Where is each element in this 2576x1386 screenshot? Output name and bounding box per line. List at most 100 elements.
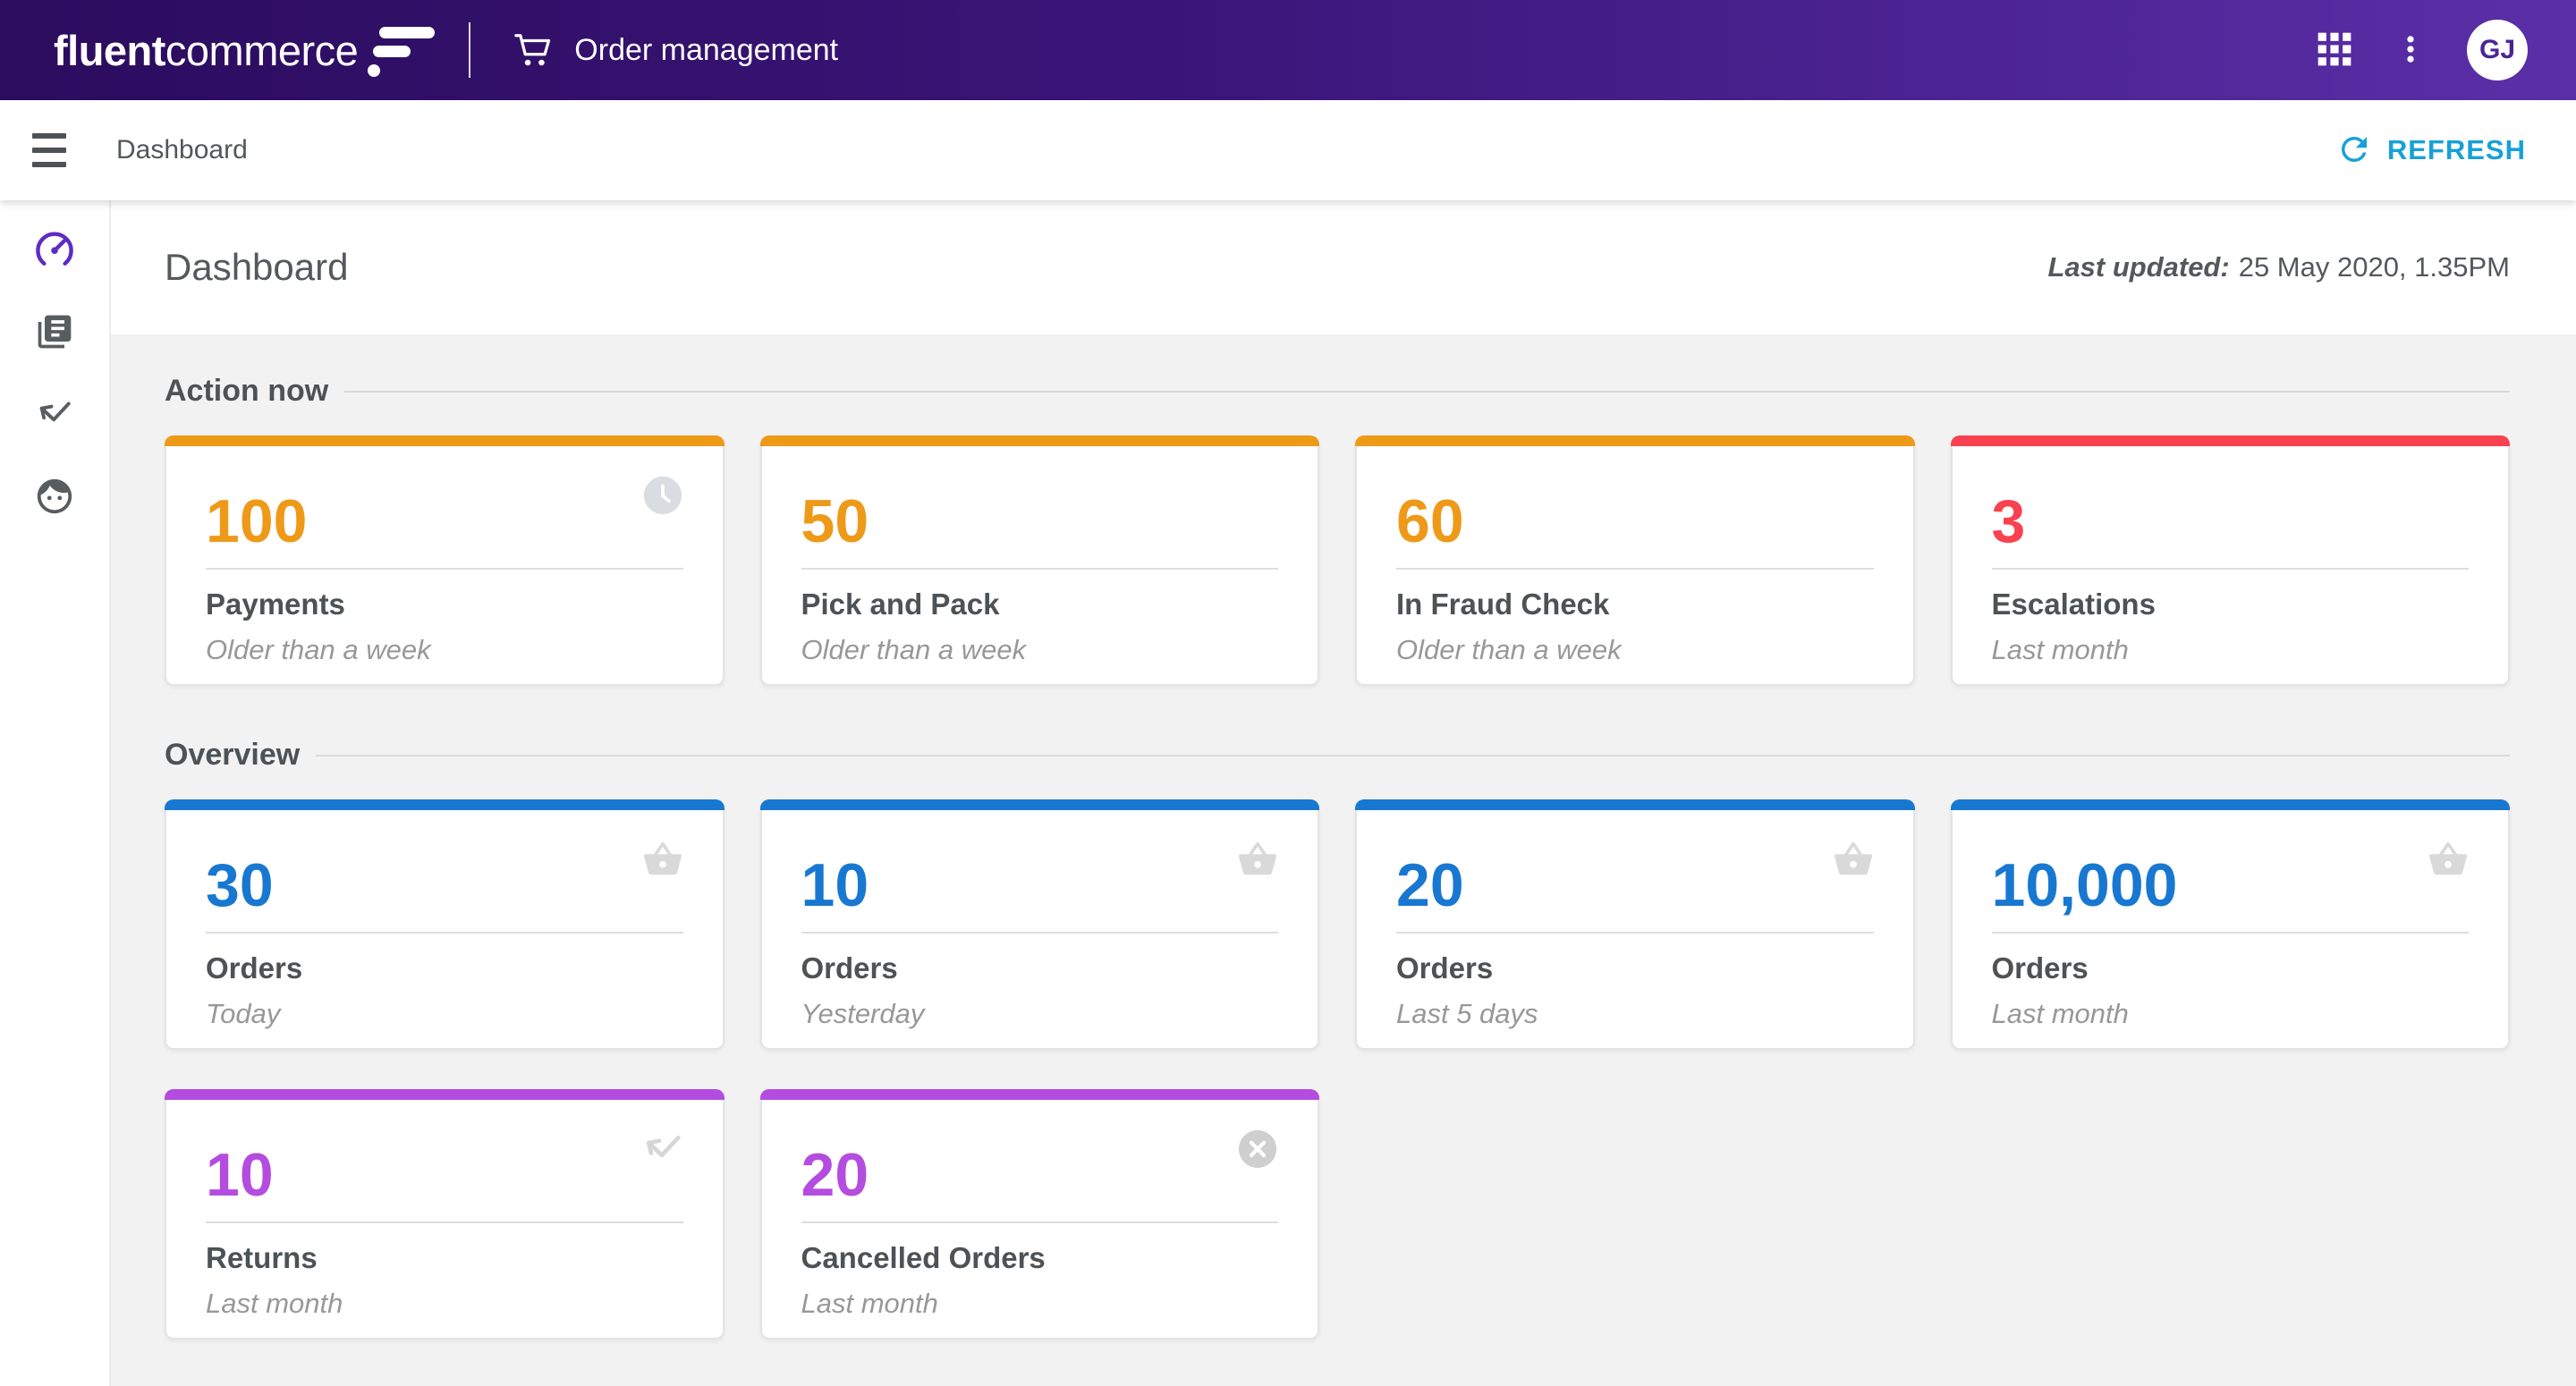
page-title: Dashboard [165,246,349,288]
app-switcher[interactable]: Order management [513,30,838,71]
clock-icon [642,475,683,516]
hamburger-menu-button[interactable] [23,131,75,170]
card-label: Escalations [1991,587,2156,621]
card-divider [1396,568,1874,570]
card-label: Returns [206,1241,318,1274]
section-rule [316,754,2510,756]
library-icon [35,312,74,354]
section-overview: Overview 30 Orders Today [165,738,2510,1340]
brand-bold: fluent [54,26,165,74]
card-accent-bar [165,799,724,810]
card-accent-bar [1950,435,2510,446]
apps-grid-icon [2315,30,2354,72]
card-value: 20 [1396,851,1464,919]
card-divider [801,568,1278,570]
card-label: Pick and Pack [801,587,1000,621]
card-value: 10 [801,851,869,919]
card-value: 20 [801,1141,869,1209]
card-accent-bar [759,435,1319,446]
card-sublabel: Today [206,998,281,1029]
card-label: Orders [1396,951,1494,985]
dashboard-content: Action now 100 Payments Older than a wee… [111,334,2576,1386]
basket-icon [642,839,683,880]
basket-icon [1833,839,1874,880]
card-value: 60 [1396,487,1464,555]
metric-card-returns[interactable]: 10 Returns Last month [165,1089,724,1340]
card-label: Cancelled Orders [801,1241,1046,1274]
metric-card-payments[interactable]: 100 Payments Older than a week [165,435,724,686]
card-accent-bar [1355,435,1915,446]
section-title: Overview [165,738,301,772]
card-accent-bar [759,799,1319,810]
metric-card-cancelled-orders[interactable]: 20 Cancelled Orders Last month [759,1089,1319,1340]
sidebar-item-customers[interactable] [28,474,81,520]
card-sublabel: Older than a week [801,634,1027,665]
metric-card-orders-today[interactable]: 30 Orders Today [165,799,724,1050]
card-value: 3 [1991,487,2026,555]
metric-card-orders-last-5-days[interactable]: 20 Orders Last 5 days [1355,799,1915,1050]
cart-icon [513,30,555,71]
sidebar-item-returns[interactable] [28,392,81,438]
card-divider [206,932,683,934]
appbar-title: Dashboard [116,135,248,165]
brand-light: commerce [165,26,359,74]
return-check-icon [642,1128,683,1170]
card-sublabel: Last month [1991,634,2129,665]
metric-card-pick-and-pack[interactable]: 50 Pick and Pack Older than a week [759,435,1319,686]
card-value: 30 [206,851,274,919]
refresh-button[interactable]: REFRESH [2335,131,2526,171]
card-label: Orders [1991,951,2089,985]
card-accent-bar [1355,799,1915,810]
card-value: 50 [801,487,869,555]
card-divider [801,932,1278,934]
card-sublabel: Last month [1991,998,2129,1029]
sidebar-item-orders[interactable] [28,309,81,356]
sidebar [0,200,111,1386]
card-value: 100 [206,487,308,555]
main-area: Dashboard Last updated: 25 May 2020, 1.35… [111,200,2576,1386]
brand-logo[interactable]: fluentcommerce [54,24,436,77]
top-header: fluentcommerce Order management [0,0,2576,100]
card-label: Orders [206,951,303,985]
app-label: Order management [574,32,839,67]
card-sublabel: Last 5 days [1396,998,1538,1029]
refresh-icon [2335,131,2373,171]
kebab-menu-icon [2394,32,2428,69]
metric-card-orders-last-month[interactable]: 10,000 Orders Last month [1950,799,2510,1050]
metric-card-fraud-check[interactable]: 60 In Fraud Check Older than a week [1355,435,1915,686]
refresh-label: REFRESH [2386,134,2526,165]
card-sublabel: Last month [801,1288,938,1319]
card-value: 10 [206,1141,274,1209]
section-title: Action now [165,374,329,408]
section-rule [344,390,2510,393]
metric-card-escalations[interactable]: 3 Escalations Last month [1950,435,2510,686]
card-divider [1396,932,1874,934]
sidebar-item-dashboard[interactable] [28,227,81,274]
card-divider [1991,932,2469,934]
metric-card-orders-yesterday[interactable]: 10 Orders Yesterday [759,799,1319,1050]
basket-icon [1237,839,1278,880]
apps-grid-button[interactable] [2315,30,2354,72]
gauge-icon [33,228,76,274]
last-updated-value: 25 May 2020, 1.35PM [2238,251,2510,283]
card-label: Payments [206,587,345,621]
card-label: Orders [801,951,898,985]
last-updated: Last updated: 25 May 2020, 1.35PM [2047,251,2510,283]
brand-wordmark: fluentcommerce [54,26,359,75]
card-label: In Fraud Check [1396,587,1610,621]
card-accent-bar [759,1089,1319,1100]
card-value: 10,000 [1991,851,2178,919]
card-divider [1991,568,2469,570]
card-sublabel: Older than a week [1396,634,1622,665]
card-accent-bar [165,435,724,446]
card-sublabel: Older than a week [206,634,431,665]
return-check-icon [36,395,73,435]
more-menu-button[interactable] [2394,32,2428,69]
brand-mark-icon [365,24,436,77]
header-divider [469,22,471,78]
app-bar: Dashboard REFRESH [0,100,2576,200]
user-avatar[interactable]: GJ [2467,20,2528,80]
card-accent-bar [165,1089,724,1100]
face-icon [34,476,75,520]
card-accent-bar [1950,799,2510,810]
